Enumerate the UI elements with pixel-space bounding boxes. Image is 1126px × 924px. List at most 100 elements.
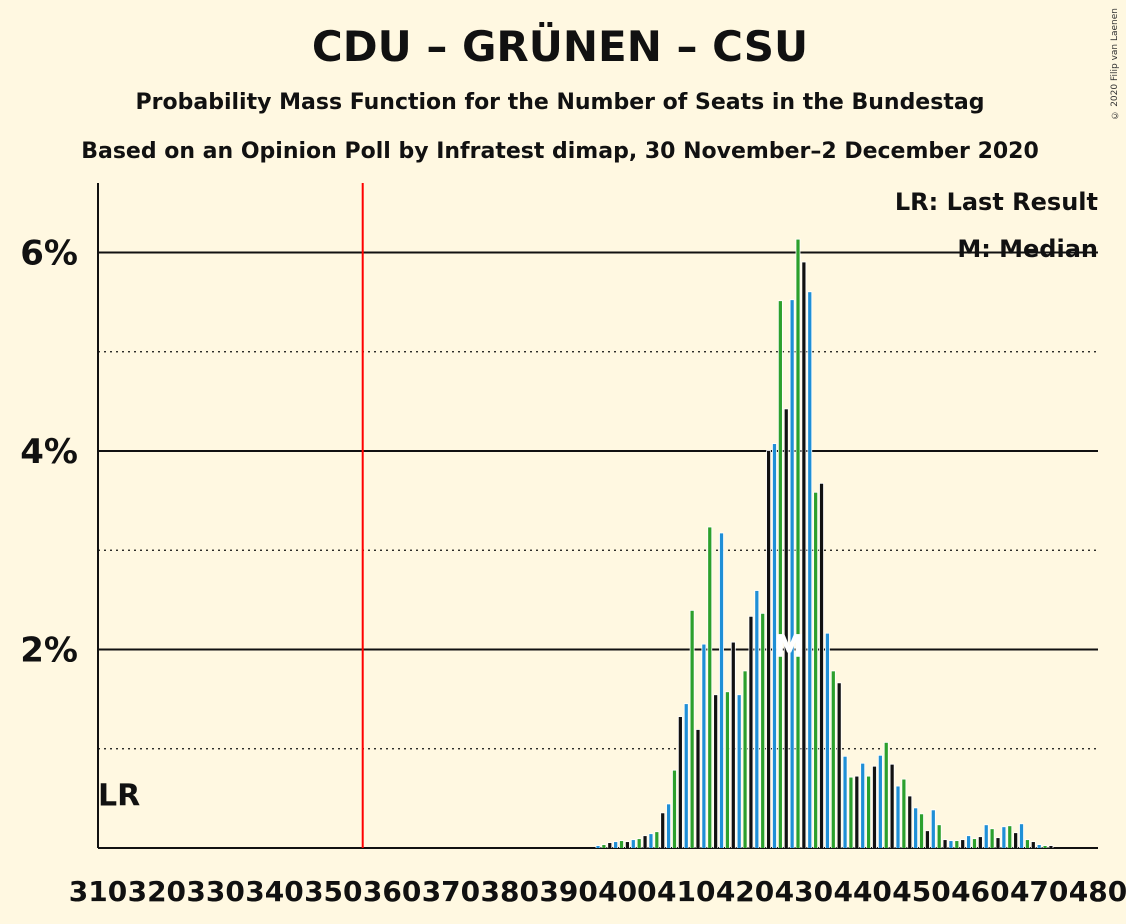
bar-seat-417 bbox=[725, 692, 730, 848]
bar-seat-403 bbox=[643, 836, 647, 848]
chart-source-line: Based on an Opinion Poll by Infratest di… bbox=[81, 139, 1039, 164]
bar-seat-421 bbox=[749, 616, 753, 848]
bar-seat-441 bbox=[866, 776, 871, 848]
x-tick-label: 420 bbox=[716, 875, 774, 908]
bar-seat-419 bbox=[737, 695, 741, 848]
bar-seat-411 bbox=[690, 610, 694, 848]
bar-seat-468 bbox=[1025, 840, 1030, 848]
x-tick-label: 340 bbox=[245, 875, 303, 908]
bar-seat-461 bbox=[984, 825, 988, 848]
bar-seat-414 bbox=[708, 527, 712, 848]
bar-seat-412 bbox=[696, 729, 700, 848]
bar-seat-450 bbox=[919, 814, 924, 848]
bar-seat-401 bbox=[631, 840, 635, 848]
x-tick-label: 310 bbox=[69, 875, 127, 908]
bar-seat-427 bbox=[784, 409, 788, 848]
bar-seat-422 bbox=[755, 590, 759, 848]
x-tick-label: 480 bbox=[1069, 875, 1126, 908]
bar-seat-437 bbox=[843, 756, 847, 848]
x-tick-label: 470 bbox=[1010, 875, 1068, 908]
bar-seat-420 bbox=[743, 671, 747, 848]
bar-seat-464 bbox=[1002, 827, 1006, 848]
x-tick-label: 320 bbox=[128, 875, 186, 908]
median-marker: M bbox=[774, 630, 804, 665]
x-tick-label: 450 bbox=[892, 875, 950, 908]
x-tick-label: 370 bbox=[422, 875, 480, 908]
bar-seat-452 bbox=[931, 810, 935, 848]
bar-seat-416 bbox=[719, 533, 724, 848]
y-tick-label: 4% bbox=[20, 432, 78, 472]
bar-seat-432 bbox=[814, 492, 818, 848]
bar-seat-440 bbox=[861, 763, 865, 848]
x-tick-label: 400 bbox=[598, 875, 656, 908]
x-tick-label: 350 bbox=[304, 875, 362, 908]
x-tick-label: 380 bbox=[481, 875, 539, 908]
bar-seat-415 bbox=[714, 695, 718, 848]
bar-seat-439 bbox=[855, 776, 859, 848]
bar-seat-428 bbox=[790, 300, 794, 849]
chart-subtitle: Probability Mass Function for the Number… bbox=[135, 90, 985, 115]
bar-seat-467 bbox=[1019, 824, 1024, 848]
bar-seat-465 bbox=[1008, 826, 1012, 848]
bar-seat-424 bbox=[766, 450, 771, 848]
bar-seat-410 bbox=[684, 704, 688, 848]
bar-seat-442 bbox=[872, 766, 877, 848]
bar-seat-446 bbox=[896, 786, 900, 848]
bar-seat-408 bbox=[672, 770, 677, 848]
bar-seat-423 bbox=[761, 613, 765, 848]
bar-seat-459 bbox=[972, 839, 977, 848]
x-tick-label: 330 bbox=[186, 875, 244, 908]
bar-seat-399 bbox=[619, 841, 624, 848]
bar-seat-470 bbox=[1037, 845, 1041, 848]
bar-seat-426 bbox=[778, 301, 782, 848]
x-tick-label: 460 bbox=[951, 875, 1009, 908]
bar-seat-396 bbox=[602, 845, 606, 848]
x-tick-label: 360 bbox=[363, 875, 421, 908]
bar-seat-418 bbox=[731, 642, 735, 848]
bar-seat-460 bbox=[978, 837, 982, 848]
bar-seat-409 bbox=[678, 716, 682, 848]
bar-seat-454 bbox=[943, 840, 947, 848]
bar-seat-451 bbox=[925, 831, 930, 848]
bar-seat-398 bbox=[614, 842, 618, 848]
bar-seat-466 bbox=[1014, 833, 1018, 848]
bar-seat-438 bbox=[849, 777, 853, 848]
bar-seat-436 bbox=[837, 683, 841, 848]
bar-seat-444 bbox=[884, 742, 888, 848]
x-tick-label: 390 bbox=[539, 875, 597, 908]
x-tick-label: 430 bbox=[775, 875, 833, 908]
bar-seat-395 bbox=[596, 846, 600, 848]
bar-seat-404 bbox=[649, 834, 653, 848]
bar-seat-449 bbox=[914, 808, 918, 848]
bar-seat-433 bbox=[819, 483, 824, 848]
chart-title: CDU – GRÜNEN – CSU bbox=[311, 22, 809, 71]
bar-seat-405 bbox=[655, 832, 659, 848]
bar-seat-429 bbox=[796, 239, 800, 848]
bar-seat-400 bbox=[625, 842, 630, 848]
bar-seat-443 bbox=[878, 755, 882, 848]
bar-seat-435 bbox=[831, 671, 835, 848]
bar-seat-448 bbox=[908, 796, 912, 848]
bar-seat-462 bbox=[990, 829, 994, 848]
bar-seat-445 bbox=[890, 764, 894, 848]
x-tick-label: 410 bbox=[657, 875, 715, 908]
bar-seat-431 bbox=[808, 292, 812, 849]
bar-seat-453 bbox=[937, 825, 941, 848]
bar-seat-455 bbox=[949, 841, 953, 848]
bar-seat-447 bbox=[902, 779, 906, 848]
bar-seat-456 bbox=[955, 841, 959, 848]
bar-seat-413 bbox=[702, 644, 706, 848]
bar-seat-430 bbox=[802, 262, 806, 849]
bar-seat-406 bbox=[661, 813, 665, 848]
bar-seat-463 bbox=[996, 838, 1000, 848]
bar-seat-407 bbox=[666, 804, 671, 848]
legend-median: M: Median bbox=[957, 235, 1098, 263]
y-tick-label: 6% bbox=[20, 233, 78, 273]
bar-seat-402 bbox=[637, 839, 641, 848]
bar-seat-434 bbox=[825, 633, 830, 848]
bar-seat-457 bbox=[961, 840, 965, 848]
bar-seat-471 bbox=[1043, 846, 1047, 848]
bar-seat-472 bbox=[1049, 846, 1053, 848]
y-tick-label: 2% bbox=[20, 630, 78, 670]
